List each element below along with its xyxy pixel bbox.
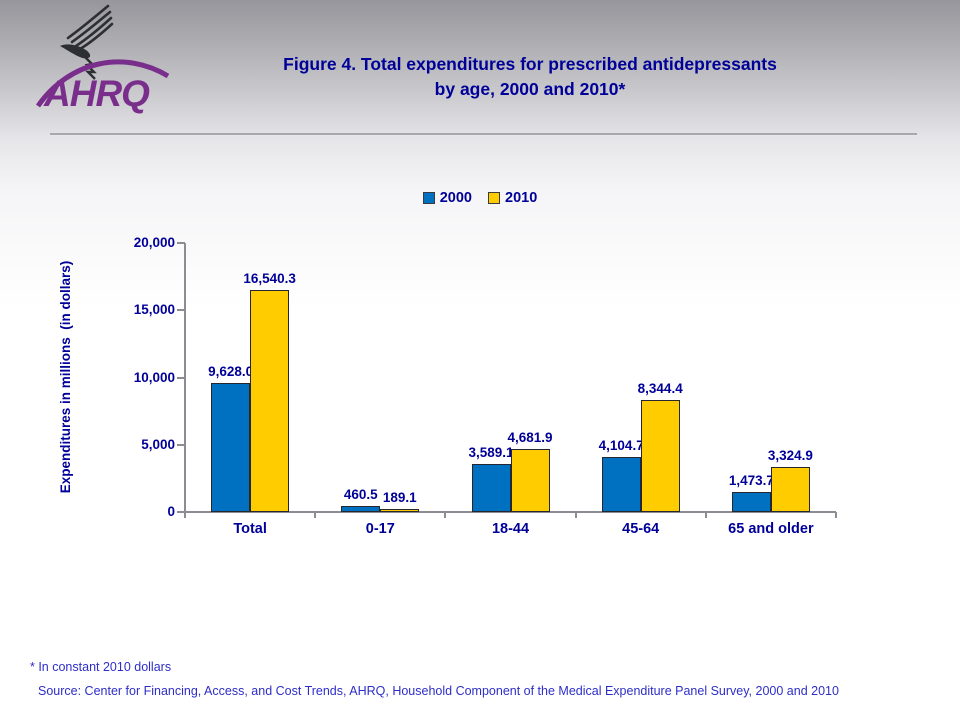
bar-value-label: 4,681.9 — [507, 430, 553, 446]
y-tick-mark — [177, 309, 185, 312]
bar-2010-65-and-older — [770, 467, 810, 512]
bar-2010-0-17 — [380, 509, 420, 512]
bar-value-label: 3,324.9 — [767, 448, 813, 464]
bar-value-label: 3,589.1 — [468, 444, 514, 460]
bar-2000-0-17 — [341, 505, 381, 512]
bar-value-label: 4,104.7 — [598, 437, 644, 453]
y-axis-line — [184, 243, 186, 514]
footnote: * In constant 2010 dollars — [30, 660, 172, 674]
x-tick-mark — [835, 512, 837, 518]
bar-2000-total — [211, 382, 251, 512]
bar-2000-45-64 — [601, 456, 641, 512]
chart-legend: 2000 2010 — [0, 190, 960, 206]
legend-label-2000: 2000 — [439, 190, 472, 206]
bar-value-label: 16,540.3 — [243, 270, 296, 286]
ahrq-swoosh — [35, 59, 170, 108]
bar-value-label: 460.5 — [343, 486, 378, 502]
x-axis-line — [185, 511, 836, 513]
legend-swatch-2010 — [488, 192, 500, 204]
title-line-2: by age, 2000 and 2010* — [434, 79, 626, 99]
bar-value-label: 189.1 — [382, 490, 417, 506]
page-title: Figure 4. Total expenditures for prescri… — [130, 52, 930, 102]
bar-2010-18-44 — [510, 449, 550, 512]
y-tick-mark — [177, 376, 185, 379]
x-tick-mark — [314, 512, 317, 518]
legend-item-2010: 2010 — [488, 190, 537, 206]
y-tick-mark — [177, 242, 185, 244]
bar-2000-18-44 — [471, 463, 511, 512]
category-label: 18-44 — [491, 521, 530, 537]
y-tick-mark — [177, 443, 185, 446]
y-tick-label: 0 — [167, 504, 175, 519]
bar-value-label: 9,628.0 — [208, 363, 254, 379]
legend-swatch-2000 — [422, 192, 435, 204]
category-label: 0-17 — [365, 521, 395, 537]
y-tick-mark — [177, 511, 185, 513]
bar-2010-total — [250, 289, 290, 512]
y-tick-label: 15,000 — [133, 302, 175, 318]
legend-item-2000: 2000 — [422, 190, 472, 206]
bar-value-label: 1,473.7 — [728, 473, 774, 489]
bar-2010-45-64 — [640, 399, 680, 512]
bar-value-label: 8,344.4 — [637, 380, 683, 396]
y-tick-label: 10,000 — [133, 369, 175, 385]
ahrq-wordmark: AHRQ — [43, 73, 150, 114]
x-tick-mark — [184, 512, 186, 518]
bar-2000-65-and-older — [731, 492, 771, 512]
x-tick-mark — [444, 512, 447, 518]
legend-label-2010: 2010 — [505, 190, 538, 206]
y-tick-label: 5,000 — [141, 436, 175, 452]
source-note: Source: Center for Financing, Access, an… — [38, 684, 839, 698]
header-divider — [50, 133, 917, 136]
x-tick-mark — [574, 512, 577, 518]
category-label: Total — [233, 521, 267, 537]
title-line-1: Figure 4. Total expenditures for prescri… — [283, 54, 777, 74]
category-label: 65 and older — [728, 521, 814, 537]
eagle-body — [60, 44, 91, 59]
category-label: 45-64 — [622, 521, 660, 537]
y-tick-label: 20,000 — [133, 235, 175, 250]
x-tick-mark — [704, 512, 707, 518]
